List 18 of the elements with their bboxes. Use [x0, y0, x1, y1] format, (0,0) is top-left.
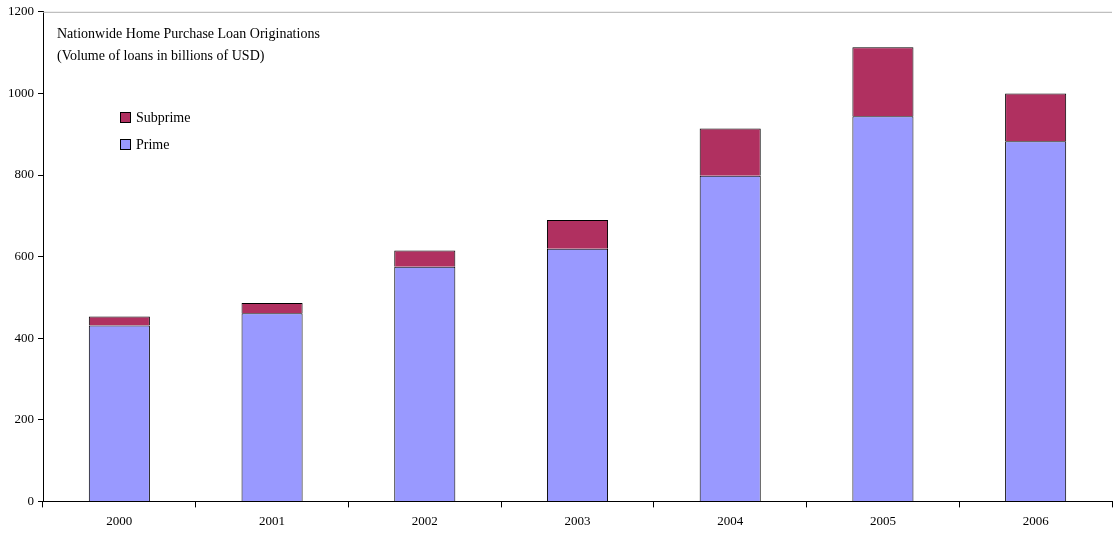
y-tick-label: 0: [27, 492, 34, 508]
x-tick-label: 2003: [564, 512, 591, 528]
x-tick-label: 2005: [869, 512, 896, 528]
text: (Volume of loans in billions of USD): [57, 48, 265, 65]
x-tick-label: 2001: [259, 512, 286, 528]
y-tick-label: 1000: [8, 84, 34, 100]
y-tick-label: 800: [14, 166, 34, 182]
x-tick-label: 2004: [717, 512, 744, 528]
y-tick-label: 1200: [8, 3, 34, 19]
x-tick-label: 2000: [106, 512, 133, 528]
legend-label: Prime: [136, 136, 170, 153]
legend-label: Subprime: [136, 109, 191, 126]
y-tick-label: 600: [14, 248, 34, 264]
text: Nationwide Home Purchase Loan Originations: [57, 26, 320, 42]
x-tick-label: 2006: [1022, 512, 1050, 528]
x-tick-label: 2002: [411, 512, 438, 528]
y-tick-label: 200: [14, 411, 34, 427]
y-tick-label: 400: [14, 329, 34, 345]
